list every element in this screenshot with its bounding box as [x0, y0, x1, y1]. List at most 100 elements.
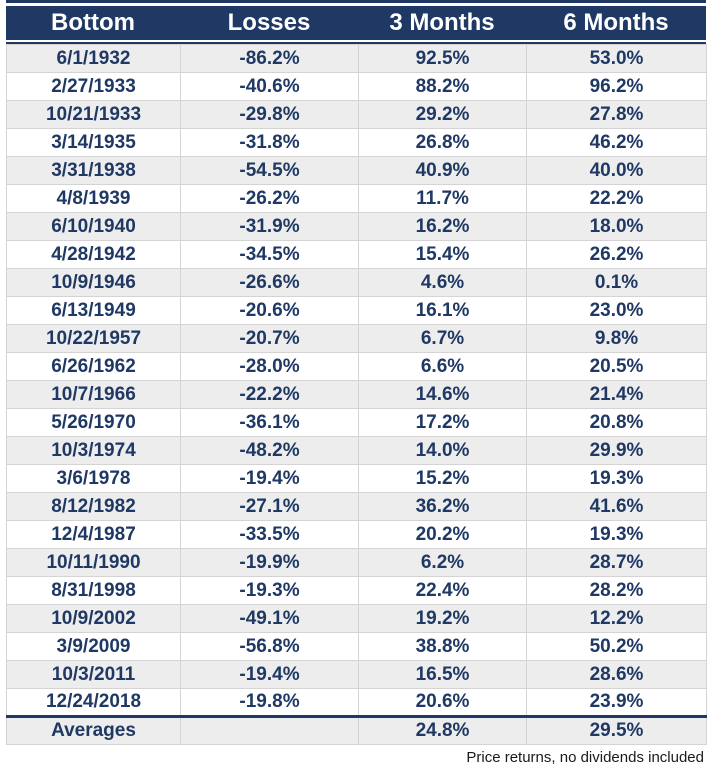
table-cell: 92.5%: [358, 44, 527, 73]
table-cell: -29.8%: [180, 100, 359, 129]
table-cell: 6.6%: [358, 352, 527, 381]
table-cell: 10/3/1974: [6, 436, 181, 465]
table-row: 8/12/1982 -27.1% 36.2% 41.6%: [6, 492, 707, 521]
table-row: 4/28/1942 -34.5% 15.4% 26.2%: [6, 240, 707, 269]
table-row: 6/26/1962 -28.0% 6.6% 20.5%: [6, 352, 707, 381]
table-row: 10/3/2011 -19.4% 16.5% 28.6%: [6, 660, 707, 689]
table-cell: 6/1/1932: [6, 44, 181, 73]
table-cell: 19.3%: [526, 464, 707, 493]
table-cell: -19.9%: [180, 548, 359, 577]
table-cell: 14.0%: [358, 436, 527, 465]
table-cell: 12/24/2018: [6, 688, 181, 717]
table-cell: -31.8%: [180, 128, 359, 157]
table-cell: 6/13/1949: [6, 296, 181, 325]
table-cell: 16.1%: [358, 296, 527, 325]
footnote: Price returns, no dividends included: [466, 749, 704, 766]
table-cell: 40.9%: [358, 156, 527, 185]
table-cell: -34.5%: [180, 240, 359, 269]
table-row: 10/9/1946 -26.6% 4.6% 0.1%: [6, 268, 707, 297]
table-cell: 36.2%: [358, 492, 527, 521]
table-body: 6/1/1932 -86.2% 92.5% 53.0% 2/27/1933 -40.6% 8…: [6, 44, 707, 717]
table-row: 12/4/1987 -33.5% 20.2% 19.3%: [6, 520, 707, 549]
table-cell: 4/28/1942: [6, 240, 181, 269]
table-cell: -19.3%: [180, 576, 359, 605]
table-container: Bottom Losses 3 Months 6 Months 6/1/1932…: [6, 0, 707, 766]
header-accent-rule: [6, 42, 706, 44]
table-cell: 19.3%: [526, 520, 707, 549]
averages-row: Averages 24.8% 29.5%: [6, 715, 707, 745]
table-cell: 20.6%: [358, 688, 527, 717]
averages-label: Averages: [6, 715, 181, 745]
table-cell: -20.7%: [180, 324, 359, 353]
table-cell: 10/7/1966: [6, 380, 181, 409]
table-row: 6/1/1932 -86.2% 92.5% 53.0%: [6, 44, 707, 73]
averages-losses-cell: [180, 715, 359, 745]
table-cell: -31.9%: [180, 212, 359, 241]
table-cell: 22.2%: [526, 184, 707, 213]
table-footer: Averages 24.8% 29.5%: [6, 715, 707, 745]
column-header-6-months: 6 Months: [563, 9, 669, 36]
table-cell: -49.1%: [180, 604, 359, 633]
table-cell: 3/6/1978: [6, 464, 181, 493]
data-table: 6/1/1932 -86.2% 92.5% 53.0% 2/27/1933 -40.6% 8…: [6, 44, 707, 745]
table-cell: 9.8%: [526, 324, 707, 353]
table-cell: 2/27/1933: [6, 72, 181, 101]
table-cell: 6.2%: [358, 548, 527, 577]
table-cell: 23.0%: [526, 296, 707, 325]
table-cell: 40.0%: [526, 156, 707, 185]
table-cell: 28.2%: [526, 576, 707, 605]
column-header-losses: Losses: [227, 9, 311, 36]
table-cell: 28.7%: [526, 548, 707, 577]
table-cell: 12.2%: [526, 604, 707, 633]
table-row: 6/10/1940 -31.9% 16.2% 18.0%: [6, 212, 707, 241]
table-cell: 10/9/1946: [6, 268, 181, 297]
table-cell: 0.1%: [526, 268, 707, 297]
table-cell: 14.6%: [358, 380, 527, 409]
table-cell: 15.2%: [358, 464, 527, 493]
table-row: 3/14/1935 -31.8% 26.8% 46.2%: [6, 128, 707, 157]
table-cell: 19.2%: [358, 604, 527, 633]
table-cell: 4.6%: [358, 268, 527, 297]
table-cell: 16.5%: [358, 660, 527, 689]
header-gap: [6, 40, 706, 42]
table-cell: 10/9/2002: [6, 604, 181, 633]
table-cell: -26.6%: [180, 268, 359, 297]
table-cell: -56.8%: [180, 632, 359, 661]
table-cell: 41.6%: [526, 492, 707, 521]
table-cell: 18.0%: [526, 212, 707, 241]
table-header-row: Bottom Losses 3 Months 6 Months: [6, 6, 706, 40]
top-gap: [6, 3, 706, 6]
table-cell: -54.5%: [180, 156, 359, 185]
table-row: 5/26/1970 -36.1% 17.2% 20.8%: [6, 408, 707, 437]
table-cell: -26.2%: [180, 184, 359, 213]
table-cell: 46.2%: [526, 128, 707, 157]
table-row: 3/9/2009 -56.8% 38.8% 50.2%: [6, 632, 707, 661]
table-cell: 27.8%: [526, 100, 707, 129]
table-cell: 26.8%: [358, 128, 527, 157]
table-cell: 38.8%: [358, 632, 527, 661]
table-cell: 88.2%: [358, 72, 527, 101]
table-row: 10/21/1933 -29.8% 29.2% 27.8%: [6, 100, 707, 129]
table-cell: 10/21/1933: [6, 100, 181, 129]
table-cell: 22.4%: [358, 576, 527, 605]
table-cell: 8/31/1998: [6, 576, 181, 605]
table-cell: 20.2%: [358, 520, 527, 549]
table-row: 3/6/1978 -19.4% 15.2% 19.3%: [6, 464, 707, 493]
table-cell: -27.1%: [180, 492, 359, 521]
table-cell: 20.8%: [526, 408, 707, 437]
table-cell: 21.4%: [526, 380, 707, 409]
table-cell: 29.9%: [526, 436, 707, 465]
table-cell: 53.0%: [526, 44, 707, 73]
table-cell: -20.6%: [180, 296, 359, 325]
table-cell: -28.0%: [180, 352, 359, 381]
averages-6-months-cell: 29.5%: [526, 715, 707, 745]
table-cell: 28.6%: [526, 660, 707, 689]
table-cell: 3/9/2009: [6, 632, 181, 661]
column-header-bottom: Bottom: [51, 9, 135, 36]
table-cell: 4/8/1939: [6, 184, 181, 213]
table-cell: 3/14/1935: [6, 128, 181, 157]
table-cell: 50.2%: [526, 632, 707, 661]
table-cell: 10/11/1990: [6, 548, 181, 577]
table-cell: 17.2%: [358, 408, 527, 437]
